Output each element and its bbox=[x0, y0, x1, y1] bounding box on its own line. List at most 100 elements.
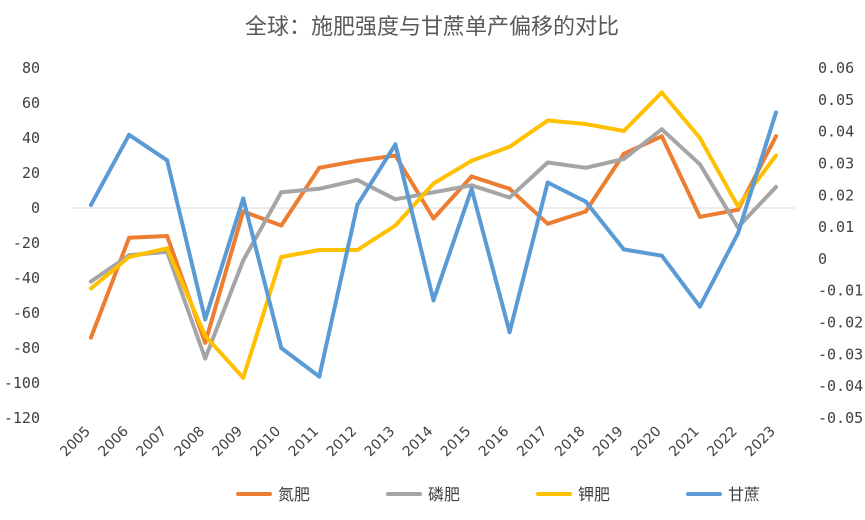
data-point bbox=[507, 330, 512, 335]
right-tick-label: 0.01 bbox=[818, 218, 854, 236]
left-tick-label: -40 bbox=[13, 269, 40, 287]
data-point bbox=[583, 199, 588, 204]
data-point bbox=[89, 202, 94, 207]
x-tick-label: 2011 bbox=[286, 424, 323, 461]
data-point bbox=[545, 160, 550, 165]
x-tick-label: 2005 bbox=[57, 424, 94, 461]
data-point bbox=[583, 122, 588, 126]
data-point bbox=[773, 134, 778, 139]
data-point bbox=[469, 158, 474, 163]
x-tick-label: 2006 bbox=[95, 423, 132, 460]
left-axis: 80 60 40 20 0 -20 -40 -60 -80 -100 -120 bbox=[4, 59, 40, 427]
data-point bbox=[355, 202, 360, 207]
left-tick-label: 60 bbox=[22, 94, 40, 112]
data-point bbox=[355, 248, 360, 252]
data-point bbox=[735, 231, 740, 236]
data-point bbox=[507, 195, 512, 200]
x-tick-label: 2015 bbox=[438, 424, 475, 461]
data-point bbox=[279, 223, 284, 228]
data-point bbox=[241, 375, 246, 380]
right-tick-label: 0.05 bbox=[818, 91, 854, 109]
data-point bbox=[393, 142, 398, 147]
data-point bbox=[317, 165, 322, 170]
data-point bbox=[697, 136, 702, 140]
x-tick-label: 2022 bbox=[704, 424, 741, 461]
data-point bbox=[773, 153, 778, 158]
data-point bbox=[697, 162, 702, 167]
data-point bbox=[659, 90, 664, 95]
data-point bbox=[431, 181, 436, 186]
data-point bbox=[431, 298, 436, 303]
data-point bbox=[241, 196, 246, 201]
x-tick-label: 2013 bbox=[362, 424, 399, 461]
right-tick-label: -0.02 bbox=[818, 314, 863, 332]
data-point bbox=[735, 207, 740, 212]
legend-label: 磷肥 bbox=[428, 485, 460, 504]
x-tick-label: 2023 bbox=[742, 424, 779, 461]
data-point bbox=[583, 165, 588, 170]
x-tick-label: 2020 bbox=[628, 424, 665, 461]
data-point bbox=[735, 204, 740, 209]
data-point bbox=[469, 186, 474, 191]
data-point bbox=[697, 214, 702, 219]
left-tick-label: -100 bbox=[4, 374, 40, 392]
right-tick-label: -0.04 bbox=[818, 377, 863, 395]
data-point bbox=[621, 157, 626, 161]
left-tick-label: -120 bbox=[4, 409, 40, 427]
x-tick-label: 2018 bbox=[552, 424, 589, 461]
series-line-2 bbox=[89, 90, 778, 380]
data-point bbox=[279, 255, 284, 259]
data-point bbox=[659, 134, 664, 139]
data-point bbox=[89, 286, 94, 291]
x-tick-label: 2014 bbox=[400, 423, 437, 460]
data-point bbox=[773, 185, 778, 189]
data-point bbox=[127, 132, 132, 137]
data-point bbox=[773, 110, 778, 115]
data-point bbox=[431, 190, 436, 195]
data-point bbox=[165, 234, 170, 238]
data-point bbox=[621, 247, 626, 252]
x-tick-label: 2008 bbox=[171, 424, 208, 461]
data-point bbox=[89, 335, 94, 340]
data-point bbox=[203, 356, 208, 361]
data-point bbox=[469, 183, 474, 188]
x-tick-label: 2017 bbox=[514, 424, 551, 461]
legend: 氮肥 磷肥 钾肥 甘蔗 bbox=[236, 485, 760, 504]
data-point bbox=[165, 158, 170, 163]
right-tick-label: 0 bbox=[818, 250, 827, 268]
data-point bbox=[203, 333, 208, 338]
data-point bbox=[507, 144, 512, 149]
data-point bbox=[621, 151, 626, 156]
right-tick-label: 0.06 bbox=[818, 59, 854, 77]
data-point bbox=[241, 258, 246, 263]
left-tick-label: -80 bbox=[13, 339, 40, 357]
x-tick-label: 2010 bbox=[248, 424, 285, 461]
data-point bbox=[545, 221, 550, 226]
data-point bbox=[697, 304, 702, 309]
left-tick-label: -60 bbox=[13, 304, 40, 322]
right-tick-label: 0.03 bbox=[818, 154, 854, 172]
left-tick-label: 80 bbox=[22, 59, 40, 77]
data-point bbox=[355, 158, 360, 163]
data-point bbox=[317, 248, 322, 252]
data-point bbox=[431, 216, 436, 221]
x-tick-label: 2019 bbox=[590, 424, 627, 461]
data-point bbox=[279, 190, 284, 195]
data-point bbox=[507, 186, 512, 191]
left-tick-label: 40 bbox=[22, 129, 40, 147]
series-line-3 bbox=[89, 110, 778, 379]
x-tick-label: 2007 bbox=[133, 424, 170, 461]
chart-title: 全球：施肥强度与甘蔗单产偏移的对比 bbox=[245, 15, 619, 40]
left-tick-label: 20 bbox=[22, 164, 40, 182]
x-tick-label: 2012 bbox=[324, 424, 361, 461]
legend-label: 氮肥 bbox=[278, 485, 310, 504]
x-tick-label: 2009 bbox=[210, 424, 247, 461]
x-tick-label: 2021 bbox=[666, 424, 703, 461]
data-point bbox=[393, 223, 398, 228]
data-point bbox=[659, 253, 664, 258]
data-point bbox=[393, 197, 398, 202]
data-point bbox=[469, 174, 474, 179]
right-tick-label: -0.01 bbox=[818, 282, 863, 300]
legend-label: 甘蔗 bbox=[728, 485, 760, 504]
